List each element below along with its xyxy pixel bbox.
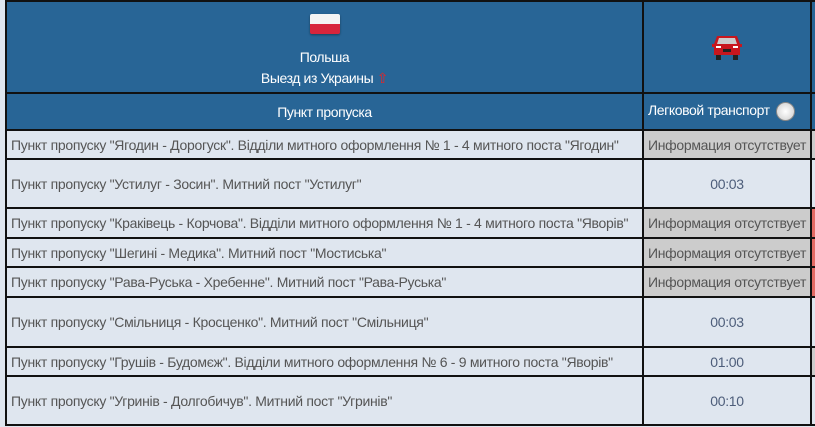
checkpoint-name[interactable]: Пункт пропуску "Шегині - Медика". Митний… <box>5 237 644 268</box>
table-row: Пункт пропуску "Шегині - Медика". Митний… <box>5 237 815 268</box>
country-header: Польша Выезд из Украины ⇧ <box>5 0 644 94</box>
vehicle-header <box>642 0 812 94</box>
car-wait-time: 00:10 <box>642 375 812 426</box>
checkpoint-name[interactable]: Пункт пропуску "Рава-Руська - Хребенне".… <box>5 266 644 298</box>
car-wait-time: 00:03 <box>642 296 812 348</box>
next-column-cell <box>810 375 815 426</box>
car-column-header: Легковой транспорт <box>642 92 812 131</box>
next-column-header <box>810 92 815 131</box>
next-column-cell <box>810 237 815 268</box>
arrow-up-icon: ⇧ <box>376 69 389 86</box>
next-column-cell <box>810 158 815 209</box>
checkpoint-name[interactable]: Пункт пропуску "Смільниця - Кросценко". … <box>5 296 644 348</box>
checkpoint-name[interactable]: Пункт пропуску "Краківець - Корчова". Ві… <box>5 207 644 239</box>
border-queue-table: Польша Выезд из Украины ⇧ Пункт пропуска… <box>5 0 815 426</box>
car-wait-time: Информация отсутствует <box>642 207 812 239</box>
poland-flag-icon <box>309 13 340 34</box>
next-column-cell <box>810 266 815 298</box>
next-column-cell <box>810 346 815 377</box>
table-row: Пункт пропуску "Ягодин - Дорогуск". Відд… <box>5 129 815 160</box>
car-column-label: Легковой транспорт <box>648 102 770 119</box>
table-row: Пункт пропуску "Смільниця - Кросценко". … <box>5 296 815 348</box>
car-wait-time: Информация отсутствует <box>642 237 812 268</box>
table-row: Пункт пропуску "Угринів - Долгобичув". М… <box>5 375 815 426</box>
table-row: Пункт пропуску "Устилуг - Зосин". Митний… <box>5 158 815 209</box>
car-wait-time: 00:03 <box>642 158 812 209</box>
car-wait-time: 01:00 <box>642 346 812 377</box>
table-row: Пункт пропуску "Грушів - Будомєж". Відді… <box>5 346 815 377</box>
next-header <box>810 0 815 94</box>
checkpoint-name[interactable]: Пункт пропуску "Угринів - Долгобичув". М… <box>5 375 644 426</box>
checkpoint-column-header: Пункт пропуска <box>5 92 644 131</box>
car-wait-time: Информация отсутствует <box>642 129 812 160</box>
checkpoint-name[interactable]: Пункт пропуску "Ягодин - Дорогуск". Відд… <box>5 129 644 160</box>
direction-label: Выезд из Украины <box>260 69 374 86</box>
next-column-cell <box>810 296 815 348</box>
checkpoint-name[interactable]: Пункт пропуску "Устилуг - Зосин". Митний… <box>5 158 644 209</box>
clock-icon[interactable] <box>775 102 795 121</box>
next-column-cell <box>810 207 815 239</box>
next-column-cell <box>810 129 815 160</box>
country-name: Польша <box>299 48 350 65</box>
table-row: Пункт пропуску "Краківець - Корчова". Ві… <box>5 207 815 239</box>
checkpoint-name[interactable]: Пункт пропуску "Грушів - Будомєж". Відді… <box>5 346 644 377</box>
car-icon <box>712 35 742 60</box>
table-row: Пункт пропуску "Рава-Руська - Хребенне".… <box>5 266 815 298</box>
car-wait-time: Информация отсутствует <box>642 266 812 298</box>
